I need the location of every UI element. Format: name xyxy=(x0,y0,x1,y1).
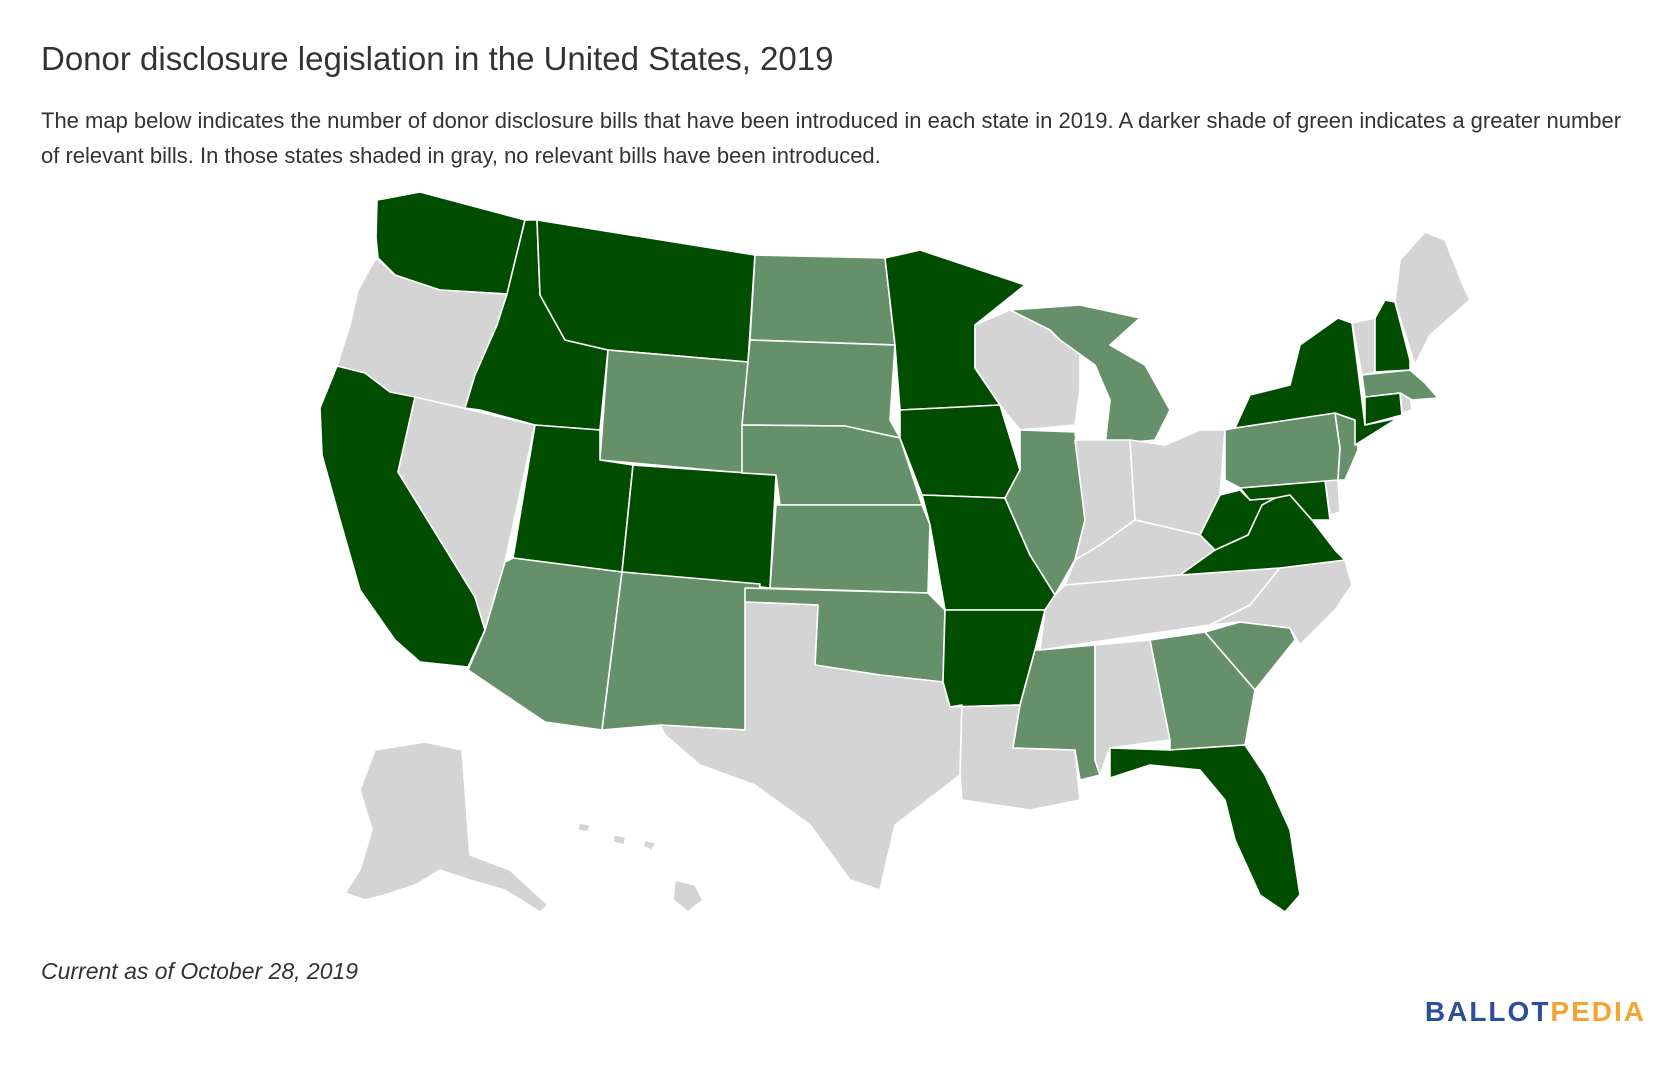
state-NC xyxy=(1209,559,1353,646)
state-CA xyxy=(319,365,486,668)
state-HI xyxy=(577,822,704,913)
state-WY xyxy=(599,349,749,474)
state-SC xyxy=(1204,621,1296,691)
state-MI xyxy=(1009,304,1171,446)
map-description: The map below indicates the number of do… xyxy=(41,108,1622,168)
state-NH xyxy=(1374,299,1411,373)
state-TX xyxy=(659,601,963,891)
ballotpedia-logo[interactable]: BALLOTPEDIA xyxy=(1425,996,1646,1028)
state-NY xyxy=(1234,317,1399,446)
logo-pedia: PEDIA xyxy=(1550,996,1646,1027)
page-title: Donor disclosure legislation in the Unit… xyxy=(41,40,834,77)
state-KS xyxy=(769,504,931,594)
currency-note: Current as of October 28, 2019 xyxy=(41,958,359,984)
state-MT xyxy=(536,219,756,363)
state-FL xyxy=(1109,744,1301,913)
state-ND xyxy=(749,254,896,346)
state-SD xyxy=(741,339,901,439)
state-IA xyxy=(899,404,1021,499)
state-CO xyxy=(621,464,777,589)
state-CT xyxy=(1364,392,1403,426)
state-NM xyxy=(601,571,761,731)
state-ME xyxy=(1394,231,1471,366)
logo-ballot: BALLOT xyxy=(1424,996,1551,1027)
state-MA xyxy=(1361,369,1439,401)
state-AK xyxy=(344,741,549,913)
